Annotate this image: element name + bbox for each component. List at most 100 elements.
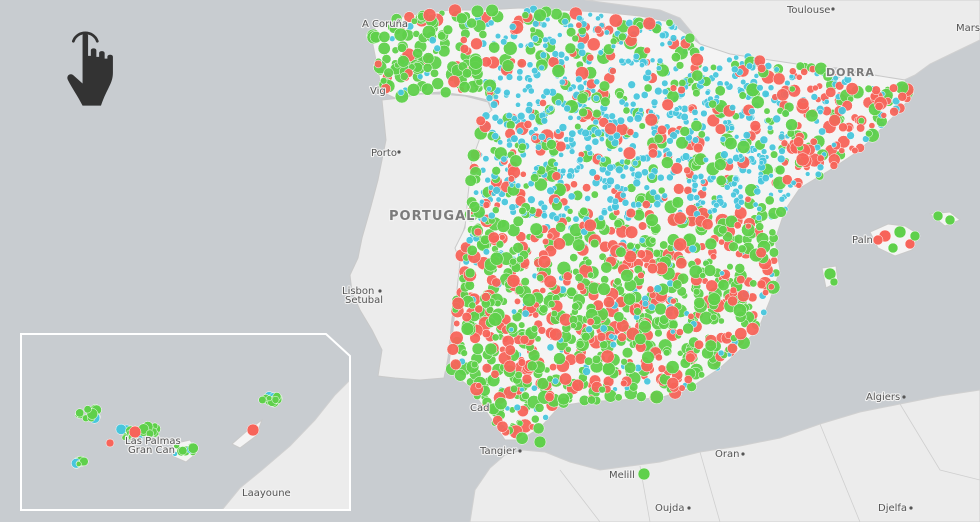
data-dot-cyan: [575, 164, 582, 171]
data-dot-green: [726, 263, 734, 271]
data-dot-green: [412, 47, 424, 59]
data-dot-red: [576, 282, 586, 292]
data-dot-green: [271, 395, 280, 404]
data-dot-green: [598, 385, 606, 394]
data-dot-green: [755, 222, 765, 232]
data-dot-red: [507, 175, 515, 183]
data-dot-green: [514, 285, 525, 296]
data-dot-green: [574, 273, 584, 283]
data-dot-red: [904, 238, 916, 250]
data-dot-cyan: [503, 89, 511, 97]
data-dot-red: [678, 384, 686, 392]
data-dot-cyan: [482, 155, 490, 163]
data-dot-cyan: [608, 333, 615, 340]
data-dot-green: [775, 206, 787, 218]
data-dot-cyan: [551, 50, 559, 58]
data-dot-cyan: [508, 23, 517, 31]
data-dot-cyan: [759, 135, 769, 145]
data-dot-cyan: [576, 41, 586, 51]
label-melilla: Melill: [609, 470, 635, 481]
data-dot-green: [581, 332, 591, 342]
data-dot-red: [608, 13, 623, 28]
data-dot-cyan: [737, 184, 744, 190]
data-dot-red: [683, 375, 693, 384]
data-dot-green: [75, 461, 82, 467]
data-dot-green: [613, 219, 623, 229]
label-tangier: Tangier: [479, 446, 517, 457]
data-dot-cyan: [546, 343, 555, 352]
data-dot-green: [503, 41, 518, 56]
data-dot-cyan: [533, 165, 539, 172]
data-dot-red: [868, 122, 876, 129]
data-dot-green: [672, 279, 683, 290]
data-dot-green: [266, 395, 273, 402]
data-dot-green: [671, 52, 681, 63]
data-dot-red: [856, 123, 866, 133]
data-dot-cyan: [635, 155, 641, 162]
hand-pointer-icon[interactable]: [67, 31, 113, 106]
data-dot-green: [536, 377, 550, 390]
data-dot-green: [521, 391, 530, 401]
data-dot-cyan: [818, 127, 827, 136]
label-cadiz: Cad: [470, 403, 489, 414]
data-dot-red: [670, 162, 683, 175]
data-dot-red: [756, 279, 767, 290]
data-dot-cyan: [655, 65, 662, 72]
data-dot-cyan: [643, 377, 652, 386]
data-dot-cyan: [778, 195, 786, 203]
data-dot-cyan: [730, 191, 737, 199]
data-dot-red: [694, 339, 704, 350]
data-dot-green: [437, 31, 447, 41]
data-dot-cyan: [704, 135, 711, 143]
data-dot-red: [644, 113, 658, 127]
data-dot-red: [648, 148, 658, 159]
data-dot-cyan: [606, 163, 615, 172]
data-dot-cyan: [653, 284, 662, 293]
data-dot-cyan: [612, 131, 621, 140]
data-dot-cyan: [773, 66, 780, 73]
data-dot-red: [532, 311, 540, 319]
data-dot-green: [659, 240, 669, 250]
data-dot-cyan: [553, 215, 561, 222]
data-dot-cyan: [632, 52, 640, 60]
data-dot-cyan: [540, 203, 549, 212]
data-dot-red: [745, 222, 752, 230]
data-dot-green: [737, 244, 747, 254]
data-dot-cyan: [527, 195, 536, 204]
data-dot-cyan: [555, 128, 561, 134]
data-dot-red: [609, 67, 617, 75]
data-dot-cyan: [584, 143, 593, 152]
data-dot-green: [584, 258, 593, 267]
data-dot-green: [571, 34, 580, 43]
data-dot-cyan: [623, 164, 629, 171]
data-dot-cyan: [588, 168, 597, 177]
data-dot-green: [492, 206, 500, 214]
data-dot-cyan: [517, 42, 524, 49]
data-dot-cyan: [846, 131, 855, 140]
data-dot-green: [649, 236, 657, 244]
data-dot-green: [576, 92, 589, 105]
data-dot-cyan: [816, 163, 825, 171]
data-dot-cyan: [618, 98, 626, 106]
data-dot-green: [704, 237, 718, 251]
data-dot-red: [661, 98, 674, 111]
data-dot-red: [705, 279, 719, 293]
data-dot-cyan: [843, 75, 852, 84]
data-dot-red: [422, 8, 437, 22]
data-dot-cyan: [657, 173, 665, 182]
data-dot-cyan: [661, 88, 669, 96]
data-dot-cyan: [609, 341, 617, 349]
data-dot-cyan: [740, 78, 747, 86]
data-dot-red: [617, 332, 627, 342]
data-dot-cyan: [653, 193, 662, 202]
data-dot-red: [657, 364, 667, 373]
data-dot-cyan: [560, 167, 567, 175]
data-dot-green: [598, 252, 607, 261]
canary-inset[interactable]: Las Palmas Gran Can Laayoune: [20, 333, 351, 511]
data-dot-cyan: [634, 170, 643, 180]
data-dot-green: [488, 41, 501, 54]
data-dot-red: [506, 273, 521, 288]
data-dot-red: [562, 271, 573, 282]
data-dot-cyan: [731, 65, 739, 74]
